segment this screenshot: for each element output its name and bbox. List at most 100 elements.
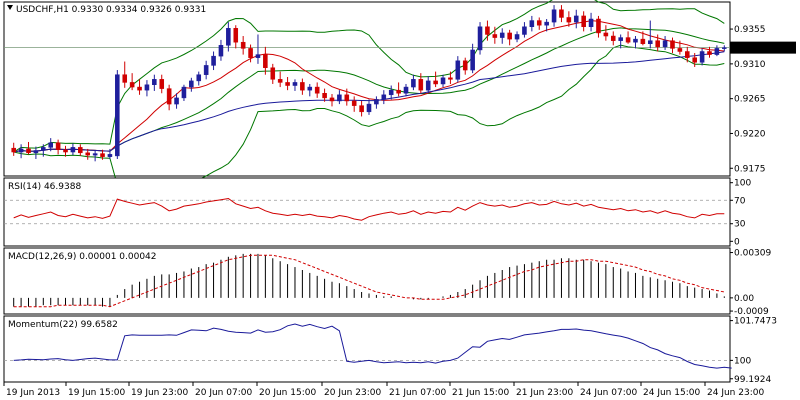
candle-body <box>381 94 387 100</box>
candle-body <box>647 40 653 45</box>
macd-axis-tick-label: 0.00309 <box>734 249 771 259</box>
candle-body <box>418 79 424 91</box>
candle-body <box>107 154 113 157</box>
candle-body <box>159 79 165 89</box>
candle-body <box>566 17 572 23</box>
candle-body <box>292 82 298 86</box>
candle-body <box>85 152 91 156</box>
price-axis-tick-label: 0.9175 <box>734 164 766 174</box>
candle-body <box>26 148 31 154</box>
candle-body <box>670 40 675 49</box>
candle-body <box>41 147 46 151</box>
candle-body <box>226 28 231 46</box>
candle-body <box>559 9 564 18</box>
momentum-line <box>13 323 732 369</box>
momentum-panel-title: Momentum(22) 99.6582 <box>8 320 118 330</box>
momentum-axis-tick-label: 101.7473 <box>734 317 777 327</box>
candle-body <box>181 86 187 99</box>
last-price-label: 0.9331 <box>747 44 779 54</box>
candle-body <box>507 32 512 40</box>
candle-body <box>329 97 335 102</box>
time-axis-label: 21 Jun 23:00 <box>516 388 573 398</box>
time-axis-label: 24 Jun 23:00 <box>707 388 764 398</box>
momentum-panel-frame <box>3 315 731 383</box>
candle-body <box>285 82 290 86</box>
candle-body <box>33 150 39 154</box>
candle-body <box>722 47 727 49</box>
candle-body <box>174 97 179 105</box>
rsi-panel-title: RSI(14) 46.9388 <box>8 182 81 192</box>
candle-body <box>337 94 342 102</box>
price-axis-tick-label: 0.9310 <box>734 60 766 70</box>
candle-body <box>366 103 372 113</box>
candle-body <box>714 48 720 55</box>
time-axis-label: 24 Jun 07:00 <box>580 388 637 398</box>
candle-body <box>129 82 135 88</box>
candle-body <box>240 41 246 49</box>
candle-body <box>144 84 150 91</box>
candle-body <box>655 40 660 48</box>
time-axis-label: 20 Jun 15:00 <box>259 388 316 398</box>
candle-body <box>48 142 53 148</box>
candle-body <box>662 40 668 48</box>
candle-body <box>677 48 683 52</box>
candle-body <box>707 51 712 55</box>
candle-body <box>403 86 409 94</box>
candle-body <box>692 57 697 63</box>
macd-axis-tick-label: 0.00 <box>734 294 754 304</box>
rsi-panel-frame <box>3 177 731 247</box>
candle-body <box>277 79 283 83</box>
candle-body <box>551 9 557 23</box>
candle-body <box>440 77 446 85</box>
macd-panel-title: MACD(12,26,9) 0.00001 0.00042 <box>8 252 157 262</box>
candle-body <box>455 60 461 80</box>
candle-body <box>233 28 239 43</box>
candle-body <box>573 15 579 23</box>
moving-average-fast-line <box>13 20 725 153</box>
candle-body <box>100 153 105 157</box>
candle-body <box>263 54 268 68</box>
candle-body <box>633 38 638 43</box>
price-panel-frame <box>3 1 731 177</box>
candle-body <box>499 32 505 38</box>
momentum-axis-tick-label: 99.1924 <box>734 375 771 385</box>
candle-body <box>322 93 327 99</box>
rsi-line <box>13 197 725 221</box>
candle-body <box>196 74 202 82</box>
candle-body <box>166 88 172 105</box>
candle-body <box>248 48 253 58</box>
candle-body <box>529 20 535 27</box>
rsi-axis-tick-label: 30 <box>734 220 746 230</box>
candle-body <box>255 54 261 58</box>
candle-body <box>137 86 142 91</box>
candle-body <box>610 35 616 41</box>
price-axis-tick-label: 0.9220 <box>734 129 766 139</box>
candle-body <box>522 26 527 35</box>
candle-body <box>588 18 594 27</box>
candle-body <box>581 15 586 27</box>
rsi-axis-tick-label: 0 <box>734 237 740 247</box>
candle-body <box>307 86 313 91</box>
candle-body <box>203 65 209 75</box>
candle-body <box>122 74 128 83</box>
candle-body <box>433 80 438 85</box>
time-axis-label: 19 Jun 2013 <box>6 388 60 398</box>
macd-signal-line <box>13 254 725 308</box>
candle-body <box>152 79 157 85</box>
time-axis-label: 19 Jun 23:00 <box>131 388 188 398</box>
macd-panel-frame <box>3 247 731 315</box>
candle-body <box>618 37 623 41</box>
candle-body <box>596 18 601 34</box>
candle-body <box>189 80 194 88</box>
candle-body <box>92 153 98 156</box>
candle-body <box>625 37 631 43</box>
candle-body <box>425 80 431 91</box>
time-axis-label: 21 Jun 15:00 <box>452 388 509 398</box>
candle-body <box>359 105 364 113</box>
candle-body <box>485 26 490 35</box>
candle-body <box>603 32 609 37</box>
candle-body <box>685 51 690 58</box>
candle-body <box>477 26 483 51</box>
